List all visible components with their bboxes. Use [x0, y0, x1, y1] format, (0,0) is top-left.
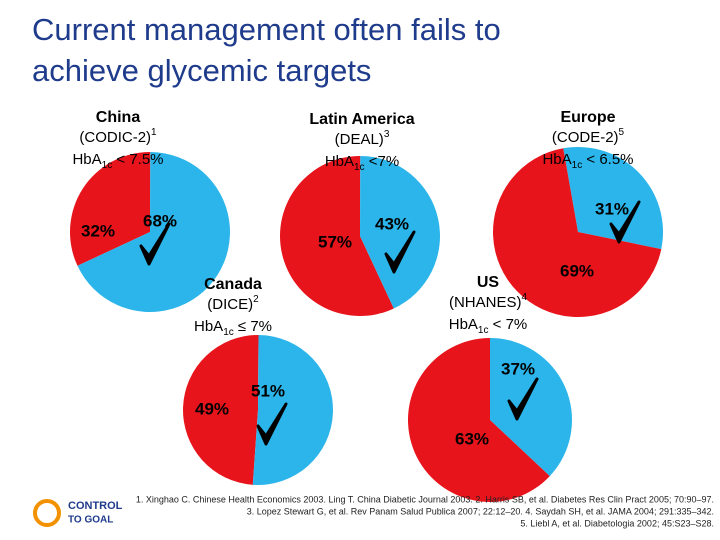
footnote: 1. Xinghao C. Chinese Health Economics 2…	[136, 494, 714, 504]
logo-text: CONTROL	[68, 500, 123, 512]
check-mark	[507, 377, 539, 421]
reference: 4	[521, 292, 527, 303]
study-label: (CODIC-2)1	[79, 127, 157, 146]
target-text: HbA	[325, 153, 354, 170]
study-name: (DEAL)	[335, 131, 384, 148]
region-title: Latin America	[309, 111, 414, 128]
slice-label: 43%	[375, 214, 409, 233]
target-text: HbA	[542, 151, 571, 168]
reference: 5	[619, 127, 625, 138]
logo-text: TO GOAL	[68, 515, 113, 526]
target-sub: 1c	[354, 162, 365, 173]
slice-label: 63%	[455, 429, 489, 448]
region-title: US	[477, 274, 500, 291]
region-title: Canada	[204, 276, 262, 293]
target-text: HbA	[194, 318, 223, 335]
reference: 3	[384, 129, 390, 140]
slice-label: 31%	[595, 199, 629, 218]
target-label: HbA1c < 7.5%	[72, 151, 163, 171]
target-sub: 1c	[572, 160, 583, 171]
target-sub: 1c	[223, 327, 234, 338]
slide-title: Current management often fails to	[32, 12, 501, 47]
pie-slice	[279, 156, 394, 316]
logo-ring	[33, 499, 61, 527]
study-label: (DEAL)3	[335, 129, 390, 148]
target-rest: < 7.5%	[112, 151, 163, 168]
target-sub: 1c	[102, 160, 113, 171]
target-text: HbA	[72, 151, 101, 168]
study-name: (CODE-2)	[552, 129, 619, 146]
target-rest: <7%	[365, 153, 400, 170]
footnote: 3. Lopez Stewart G, et al. Rev Panam Sal…	[247, 506, 714, 516]
region-title: China	[96, 109, 141, 126]
slice-label: 68%	[143, 211, 177, 230]
slice-label: 37%	[501, 359, 535, 378]
study-label: (DICE)2	[207, 294, 259, 313]
target-rest: < 6.5%	[582, 151, 633, 168]
check-mark	[139, 222, 171, 266]
pie-slice	[407, 338, 550, 502]
pie-slice	[490, 338, 572, 477]
check-mark	[256, 402, 288, 446]
region-title: Europe	[560, 109, 615, 126]
target-sub: 1c	[478, 325, 489, 336]
target-label: HbA1c <7%	[325, 153, 399, 173]
target-rest: < 7%	[488, 316, 527, 333]
study-name: (NHANES)	[449, 294, 522, 311]
pie-slice	[252, 335, 334, 486]
study-name: (DICE)	[207, 296, 253, 313]
slice-label: 32%	[81, 221, 115, 240]
target-text: HbA	[449, 316, 478, 333]
pie-slice	[360, 156, 440, 309]
target-label: HbA1c ≤ 7%	[194, 318, 272, 338]
pie-slice	[183, 335, 259, 485]
check-mark	[384, 230, 416, 274]
study-label: (CODE-2)5	[552, 127, 625, 146]
slice-label: 57%	[318, 232, 352, 251]
pie-slice	[493, 148, 662, 317]
reference: 2	[253, 294, 259, 305]
target-label: HbA1c < 6.5%	[542, 151, 633, 171]
reference: 1	[151, 127, 157, 138]
check-mark	[609, 200, 641, 244]
logo: CONTROL TO GOAL	[33, 499, 123, 527]
footnote: 5. Liebl A, et al. Diabetologia 2002; 45…	[520, 518, 714, 528]
slice-label: 49%	[195, 399, 229, 418]
study-name: (CODIC-2)	[79, 129, 151, 146]
pie-slice	[77, 152, 230, 312]
slice-label: 51%	[251, 381, 285, 400]
target-label: HbA1c < 7%	[449, 316, 528, 336]
pie-slice	[563, 147, 663, 250]
study-label: (NHANES)4	[449, 292, 528, 311]
pie-slice	[69, 152, 151, 266]
slice-label: 69%	[560, 261, 594, 280]
slide-title: achieve glycemic targets	[32, 53, 371, 88]
target-rest: ≤ 7%	[234, 318, 272, 335]
